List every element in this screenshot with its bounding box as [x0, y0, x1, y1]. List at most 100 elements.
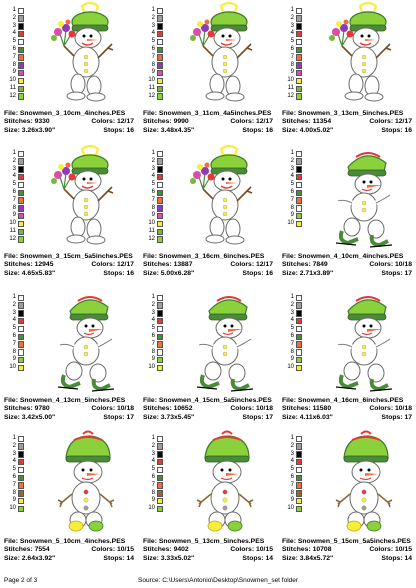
thread-number: 10: [148, 77, 155, 84]
size-value: 2.64x3.92": [21, 554, 56, 562]
thread-color-swatch: 4: [144, 30, 174, 38]
thread-number: 4: [290, 458, 294, 465]
file-row: File: Snowmen_4_13cm_5inches.PES: [4, 397, 136, 405]
thread-number: 3: [12, 22, 16, 29]
color-box: [18, 173, 24, 181]
file-row: File: Snowmen_3_13cm_5inches.PES: [282, 110, 414, 118]
thread-number: 12: [9, 235, 16, 242]
thread-color-swatch: 7: [5, 482, 35, 490]
thread-number: 5: [290, 325, 294, 332]
snowman-skater-artwork: [57, 296, 115, 392]
thread-color-swatch: 6: [144, 474, 174, 482]
thread-color-swatch: 6: [5, 46, 35, 54]
snowman-skater-artwork: [196, 296, 254, 392]
color-box: [157, 69, 163, 77]
color-box: [18, 435, 24, 442]
thread-number: 2: [290, 14, 294, 21]
color-box: [157, 181, 163, 189]
colors-value: Colors: 10/18: [369, 405, 412, 413]
size-value: 3.33x5.02": [160, 554, 195, 562]
thread-color-swatch: 1: [5, 7, 35, 15]
thread-color-swatch: 10: [283, 77, 313, 85]
color-box: [18, 466, 24, 474]
thread-number: 10: [9, 220, 16, 227]
color-box: [296, 173, 302, 181]
file-name: Snowmen_5_15cm_5a5inches.PES: [297, 538, 411, 545]
thread-number: 10: [287, 77, 294, 84]
thread-color-swatch: 9: [283, 212, 313, 220]
thread-number: 5: [12, 466, 16, 473]
thread-number: 5: [151, 38, 155, 45]
file-row: File: Snowmen_4_16cm_6inches.PES: [282, 397, 414, 405]
thread-color-swatch: 10: [283, 220, 313, 228]
color-box: [157, 220, 163, 228]
thread-number: 2: [290, 442, 294, 449]
color-box: [18, 349, 24, 356]
thread-number: 1: [12, 7, 16, 13]
colors-value: Colors: 10/18: [230, 405, 273, 413]
color-box: [18, 482, 24, 489]
thread-number: 7: [151, 340, 155, 347]
size-label: Size:: [143, 554, 161, 562]
colors-value: Colors: 10/15: [91, 546, 134, 554]
thread-color-swatch: 3: [283, 166, 313, 174]
thread-number: 11: [287, 84, 294, 91]
thread-number: 4: [151, 173, 155, 180]
design-card: 1 2 3 4 5 6 7 8 9 10 File: Snowmen_5_15cm_5a5inch…: [278, 428, 416, 574]
stops-value: Stops: 17: [381, 413, 412, 421]
thread-number: 8: [290, 204, 294, 211]
color-box: [296, 333, 302, 340]
thread-number: 1: [290, 435, 294, 441]
design-card: 1 2 3 4 5 6 7 8 9 10 File: Snowmen_4_13cm_5inches…: [0, 287, 138, 433]
thread-color-swatch: 7: [5, 54, 35, 62]
color-box: [18, 30, 24, 38]
design-info: File: Snowmen_4_10cm_4inches.PES Stitches…: [282, 253, 414, 278]
color-box: [296, 325, 302, 333]
thread-color-swatch: 2: [5, 15, 35, 23]
thread-color-swatch: 6: [144, 46, 174, 54]
thread-number: 1: [151, 150, 155, 156]
colors-value: Colors: 10/15: [230, 546, 273, 554]
thread-number: 7: [12, 481, 16, 488]
size-row: Size: 4.65x5.83" Stops: 16: [4, 270, 136, 278]
thread-color-list: 1 2 3 4 5 6 7 8 9 10: [283, 294, 313, 372]
color-box: [296, 38, 302, 46]
thread-number: 3: [12, 165, 16, 172]
size-row: Size: 3.42x5.00" Stops: 17: [4, 414, 136, 422]
stops-value: Stops: 17: [103, 413, 134, 421]
color-box: [296, 62, 302, 69]
stitches-row: Stitches: 13887 Colors: 12/17: [143, 261, 275, 269]
thread-number: 4: [12, 30, 16, 37]
color-box: [18, 458, 24, 466]
thread-color-swatch: 12: [144, 236, 174, 244]
color-box: [296, 77, 302, 85]
size-row: Size: 4.00x5.02" Stops: 16: [282, 127, 414, 135]
thread-number: 6: [151, 45, 155, 52]
thread-number: 10: [148, 505, 155, 512]
color-box: [296, 205, 302, 212]
file-label: File:: [282, 110, 298, 117]
snowman-flowers-artwork: [329, 1, 392, 102]
stitches-row: Stitches: 9990 Colors: 12/17: [143, 118, 275, 126]
thread-color-swatch: 8: [144, 62, 174, 70]
thread-color-swatch: 1: [5, 150, 35, 158]
thread-color-swatch: 11: [5, 85, 35, 93]
thread-color-swatch: 12: [144, 93, 174, 101]
file-row: File: Snowmen_3_15cm_5a5inches.PES: [4, 253, 136, 261]
file-label: File:: [4, 253, 20, 260]
thread-number: 6: [12, 45, 16, 52]
color-box: [296, 212, 302, 220]
thread-number: 7: [290, 340, 294, 347]
thread-number: 9: [151, 69, 155, 76]
stops-value: Stops: 16: [381, 126, 412, 134]
thread-number: 5: [151, 181, 155, 188]
file-label: File:: [143, 110, 159, 117]
thread-color-swatch: 5: [283, 466, 313, 474]
thread-color-swatch: 2: [5, 302, 35, 310]
stitches-label: Stitches:: [4, 405, 35, 413]
thread-number: 8: [290, 61, 294, 68]
file-label: File:: [4, 110, 20, 117]
size-value: 3.26x3.90": [21, 126, 56, 134]
stops-value: Stops: 14: [103, 554, 134, 562]
color-box: [157, 435, 163, 442]
